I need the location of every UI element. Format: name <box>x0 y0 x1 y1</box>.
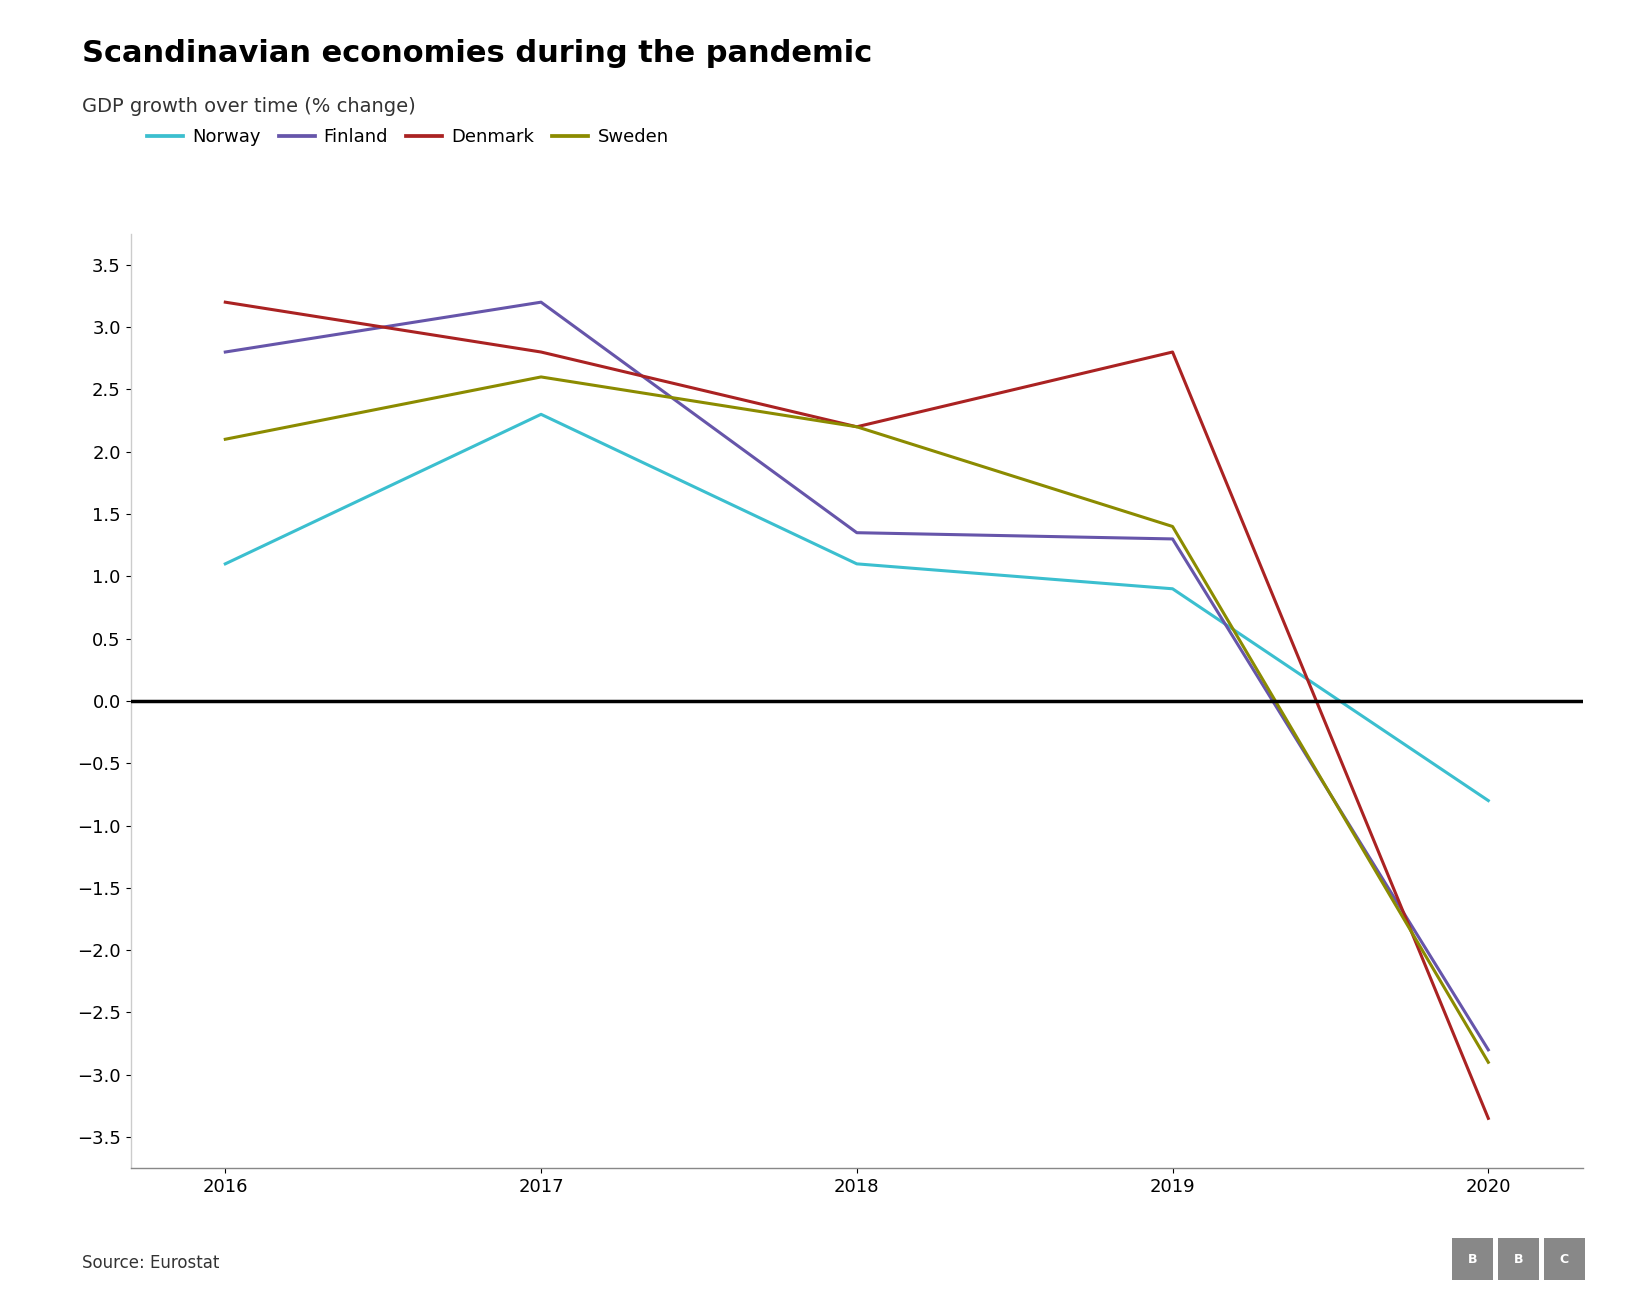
FancyBboxPatch shape <box>1544 1238 1585 1280</box>
FancyBboxPatch shape <box>1452 1238 1493 1280</box>
Text: C: C <box>1560 1253 1568 1266</box>
Legend: Norway, Finland, Denmark, Sweden: Norway, Finland, Denmark, Sweden <box>140 121 676 153</box>
Text: Source: Eurostat: Source: Eurostat <box>82 1254 219 1272</box>
Text: B: B <box>1469 1253 1477 1266</box>
Text: GDP growth over time (% change): GDP growth over time (% change) <box>82 97 416 117</box>
Text: B: B <box>1514 1253 1523 1266</box>
Text: Scandinavian economies during the pandemic: Scandinavian economies during the pandem… <box>82 39 871 67</box>
FancyBboxPatch shape <box>1498 1238 1539 1280</box>
